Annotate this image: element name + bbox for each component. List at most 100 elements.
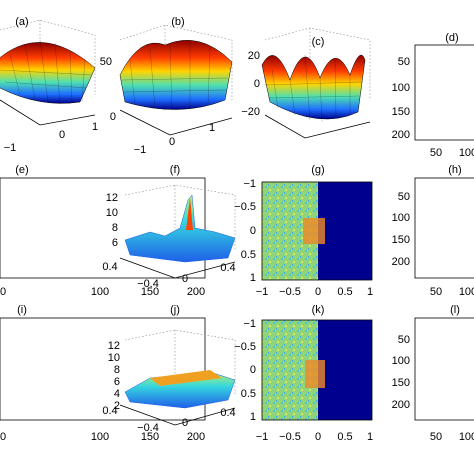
tick-label: −0.5 <box>234 341 256 353</box>
panel-label: (l) <box>450 304 460 316</box>
tick-label: 100 <box>392 82 410 94</box>
tick-label: −1 <box>256 431 269 443</box>
tick-label: 2 <box>114 400 120 412</box>
tick-label: 20 <box>248 50 260 62</box>
tick-label: 100 <box>459 286 474 298</box>
tick-label: 1 <box>250 411 256 423</box>
tick-label: −1 <box>243 178 256 190</box>
tick-label: 0 <box>315 431 321 443</box>
image-d <box>414 44 474 141</box>
tick-label: 1 <box>367 431 373 443</box>
tick-label: 150 <box>392 377 410 389</box>
tick-label: 200 <box>392 399 410 411</box>
panel-label: (a) <box>15 16 28 28</box>
tick-label: 0.5 <box>337 431 352 443</box>
tick-label: −0.5 <box>279 431 301 443</box>
panel-label: (j) <box>170 304 180 316</box>
tick-label: 8 <box>112 222 118 234</box>
tick-label: 0 <box>250 225 256 237</box>
tick-label: 0 <box>254 78 260 90</box>
tick-label: 0 <box>182 417 188 429</box>
tick-label: 50 <box>398 334 410 346</box>
tick-label: 100 <box>392 212 410 224</box>
tick-label: 0.5 <box>241 249 256 261</box>
surface-c <box>261 27 371 139</box>
tick-label: 0 <box>59 129 65 141</box>
tick-label: 100 <box>91 431 109 443</box>
tick-label: 0 <box>315 286 321 298</box>
tick-label: 6 <box>112 237 118 249</box>
tick-label: 50 <box>398 56 410 68</box>
panel-label: (c) <box>312 36 325 48</box>
tick-label: 200 <box>392 256 410 268</box>
tick-label: 4 <box>114 388 120 400</box>
tick-label: 100 <box>459 147 474 159</box>
image-l <box>414 317 474 421</box>
tick-label: −0.4 <box>137 422 159 434</box>
tick-label: 150 <box>141 286 159 298</box>
tick-label: 50 <box>430 431 442 443</box>
tick-label: 150 <box>392 106 410 118</box>
tick-label: 100 <box>459 431 474 443</box>
tick-label: 0 <box>182 273 188 285</box>
panel-label: (i) <box>17 304 27 316</box>
tick-label: 50 <box>100 56 112 68</box>
tick-label: 1 <box>250 272 256 284</box>
tick-label: 1 <box>209 122 215 134</box>
tick-label: 50 <box>398 191 410 203</box>
tick-label: −1 <box>4 142 17 154</box>
tick-label: 8 <box>114 364 120 376</box>
image-k <box>261 319 373 421</box>
tick-label: 1 <box>92 121 98 133</box>
tick-label: 0 <box>0 286 6 298</box>
tick-label: −1 <box>256 286 269 298</box>
tick-label: 0 <box>110 111 116 123</box>
tick-label: 50 <box>430 286 442 298</box>
tick-label: 50 <box>430 147 442 159</box>
tick-label: 12 <box>108 340 120 352</box>
panel-label: (h) <box>448 164 461 176</box>
tick-label: 1 <box>367 286 373 298</box>
tick-label: 0.4 <box>220 407 235 419</box>
tick-label: 0.5 <box>337 286 352 298</box>
panel-label: (f) <box>170 164 180 176</box>
tick-label: 100 <box>392 355 410 367</box>
tick-label: 200 <box>392 129 410 141</box>
tick-label: 200 <box>187 286 205 298</box>
surface-a <box>0 19 96 126</box>
tick-label: −1 <box>243 318 256 330</box>
tick-label: 10 <box>108 352 120 364</box>
image-i <box>0 317 206 421</box>
tick-label: 0 <box>0 431 6 443</box>
tick-label: 0 <box>250 364 256 376</box>
tick-label: −0.4 <box>137 278 159 290</box>
tick-label: 0.5 <box>241 388 256 400</box>
panel-label: (b) <box>171 16 184 28</box>
surface-f <box>119 184 236 279</box>
tick-label: 100 <box>91 286 109 298</box>
tick-label: 150 <box>141 431 159 443</box>
panel-label: (e) <box>15 164 28 176</box>
panel-label: (k) <box>312 304 325 316</box>
tick-label: −0.5 <box>279 286 301 298</box>
image-g <box>261 181 373 281</box>
tick-label: 10 <box>106 207 118 219</box>
tick-label: 0.4 <box>102 261 117 273</box>
tick-label: 12 <box>106 192 118 204</box>
tick-label: 150 <box>392 234 410 246</box>
surface-j <box>119 329 236 426</box>
tick-label: 0.4 <box>102 405 117 417</box>
panel-label: (g) <box>311 164 324 176</box>
tick-label: −0.5 <box>234 201 256 213</box>
tick-label: 0.4 <box>220 262 235 274</box>
tick-label: 6 <box>114 376 120 388</box>
tick-label: 0 <box>169 136 175 148</box>
image-e <box>0 177 206 279</box>
panel-label: (d) <box>445 32 458 44</box>
tick-label: 200 <box>187 431 205 443</box>
tick-label: −20 <box>241 106 260 118</box>
image-h <box>414 177 474 279</box>
surface-b <box>119 24 233 136</box>
tick-label: −1 <box>134 144 147 156</box>
